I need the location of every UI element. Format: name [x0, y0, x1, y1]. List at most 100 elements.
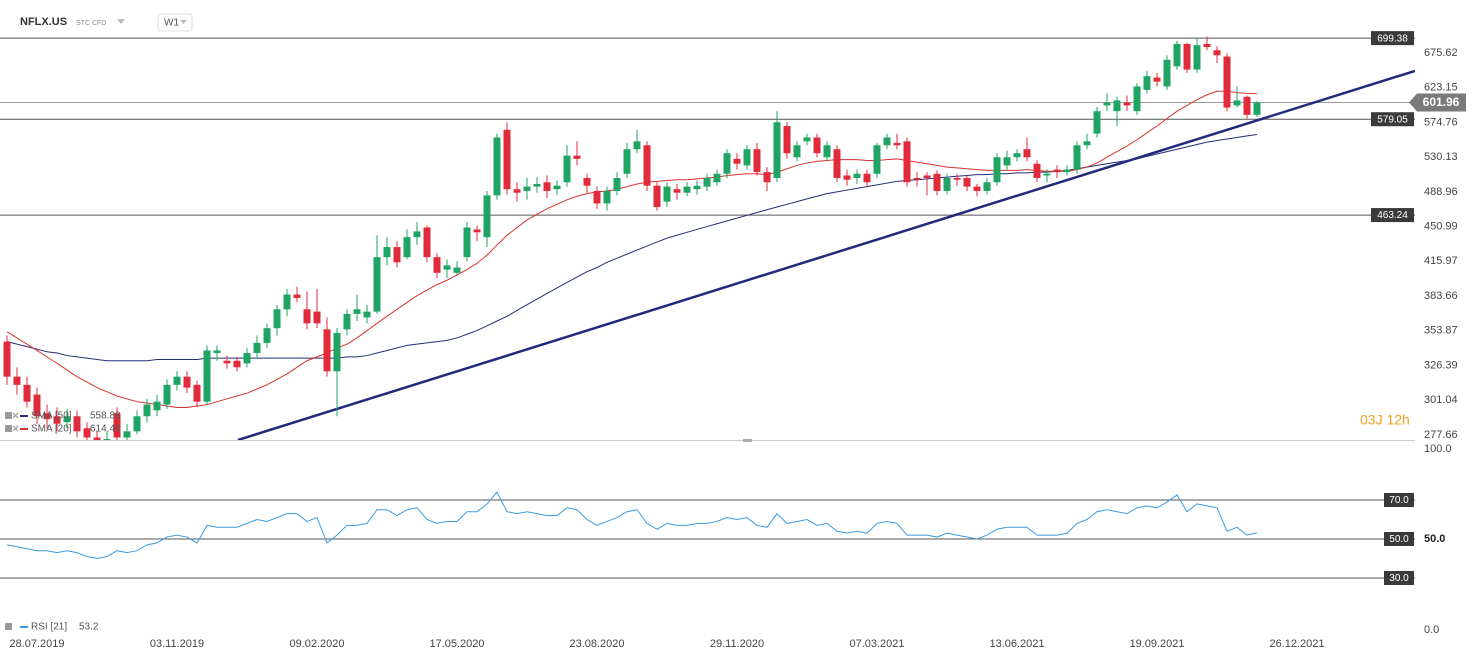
candle-body [993, 157, 1001, 183]
countdown: 03J 12h [1360, 412, 1410, 428]
candle-body [703, 177, 711, 187]
candle-body [973, 186, 981, 191]
legend-remove [12, 412, 19, 419]
candle-body [263, 328, 271, 343]
y-tick-label: 623.15 [1424, 82, 1458, 94]
candle-body [563, 155, 571, 183]
x-tick-label: 26.12.2021 [1269, 638, 1324, 650]
y-tick-label: 450.99 [1424, 220, 1458, 232]
panel-resize-handle[interactable] [743, 439, 752, 442]
candle-body [653, 185, 661, 208]
candle-body [93, 437, 101, 440]
candle-body [483, 195, 491, 238]
candle-body [363, 311, 371, 318]
level-label-box [1384, 493, 1414, 507]
y-tick-label: 530.13 [1424, 151, 1458, 163]
candle-body [113, 413, 121, 438]
legend-remove [12, 425, 19, 432]
candle-body [943, 177, 951, 191]
moving-average-line [6, 90, 1258, 408]
candle-body [23, 384, 31, 402]
candle-body [863, 173, 871, 183]
candle-body [63, 416, 71, 423]
candle-body [793, 145, 801, 158]
candle-body [513, 189, 521, 193]
candle-body [603, 190, 611, 204]
candle-body [153, 401, 161, 411]
y-tick-label: 0.0 [1424, 624, 1439, 636]
candle-body [683, 186, 691, 193]
level-label: 463.24 [1377, 210, 1408, 221]
y-tick-label: 326.39 [1424, 359, 1458, 371]
level-label: 699.38 [1377, 33, 1408, 44]
candle-body [393, 247, 401, 263]
candle-body [443, 265, 451, 270]
y-tick-label: 277.66 [1424, 429, 1458, 441]
x-tick-label: 17.05.2020 [429, 638, 484, 650]
candle-body [913, 177, 921, 180]
candle-body [143, 404, 151, 417]
legend-value: 53.2 [79, 622, 99, 633]
candle-body [593, 190, 601, 204]
legend-icon [5, 412, 12, 419]
candle-body [33, 394, 41, 417]
interval-select[interactable] [157, 13, 193, 32]
candle-body [13, 376, 21, 385]
candle-body [833, 149, 841, 178]
candle-body [1103, 102, 1111, 106]
candle-body [303, 309, 311, 324]
level-label-box [1384, 532, 1414, 546]
instrument: STC CFD [76, 20, 106, 27]
candle-body [1243, 96, 1251, 115]
candle-body [1043, 173, 1051, 176]
candle-body [853, 173, 861, 178]
candle-body [193, 384, 201, 402]
candle-body [1003, 157, 1011, 166]
candle-body [163, 384, 171, 405]
rsi-panel [0, 491, 1415, 579]
candle-body [1073, 145, 1081, 170]
candle-body [273, 309, 281, 329]
candle-body [503, 129, 511, 190]
legend-swatch [20, 626, 28, 628]
axes: 675.62 623.15 574.76 530.13 488.96 450.99 415.… [5, 31, 1466, 650]
candle-body [743, 149, 751, 166]
x-tick-label: 13.06.2021 [989, 638, 1044, 650]
candle-body [713, 173, 721, 183]
candle-body [543, 182, 551, 191]
y-tick-label: 353.87 [1424, 325, 1458, 337]
candle-body [1183, 43, 1191, 70]
candle-body [753, 149, 761, 173]
candle-body [1053, 169, 1061, 173]
last-price-label: 601.96 [1423, 95, 1460, 109]
level-label: 30.0 [1389, 573, 1409, 584]
candle-body [533, 183, 541, 187]
candle-body [1253, 102, 1261, 115]
candle-body [233, 360, 241, 368]
level-label: 70.0 [1389, 495, 1409, 506]
x-tick-label: 03.11.2019 [150, 638, 204, 650]
candle-body [1153, 77, 1161, 82]
candle-body [403, 237, 411, 258]
candle-body [773, 122, 781, 178]
candle-body [583, 177, 591, 186]
level-label-box [1371, 208, 1414, 223]
y-tick-label: 574.76 [1424, 116, 1458, 128]
candle-body [633, 141, 641, 150]
candle-body [323, 329, 331, 372]
instrument-dropdown[interactable] [117, 19, 125, 24]
candle-body [1093, 111, 1101, 134]
trend-line [237, 69, 1415, 440]
x-tick-label: 23.08.2020 [569, 638, 624, 650]
candle-body [923, 175, 931, 178]
candle-body [553, 185, 561, 190]
candle-body [523, 186, 531, 191]
candle-body [1113, 100, 1121, 112]
candle-body [823, 145, 831, 158]
candle-body [643, 145, 651, 186]
candle-body [1233, 100, 1241, 106]
interval: W1 [164, 18, 179, 29]
level-label: 579.05 [1377, 114, 1408, 125]
candle-body [623, 149, 631, 174]
